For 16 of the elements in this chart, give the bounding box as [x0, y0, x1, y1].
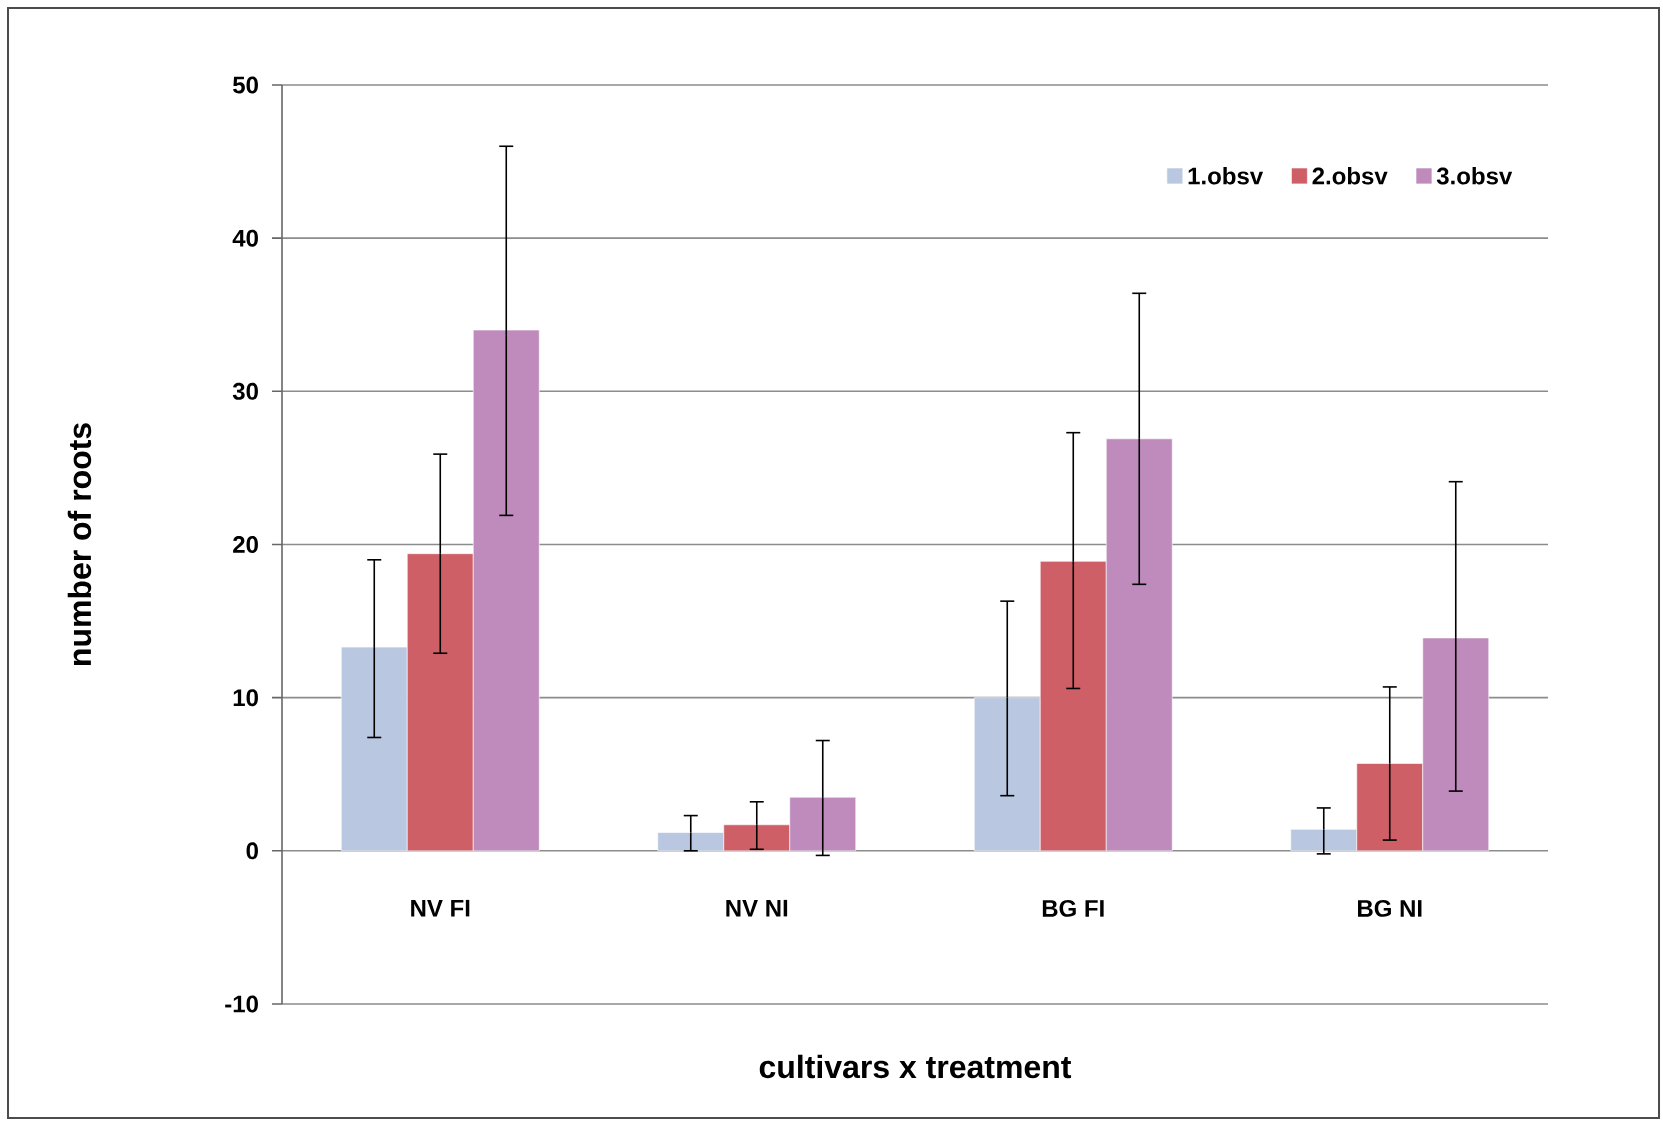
y-tick-label: 30 — [232, 382, 258, 400]
x-tick-label: NV FI — [411, 899, 470, 917]
y-tick-label: 0 — [246, 842, 258, 860]
y-tick-label: 20 — [233, 536, 258, 553]
legend-label: 1.obsv — [1188, 166, 1264, 185]
legend-label: 2.obsv — [1312, 166, 1388, 185]
x-axis-title: cultivars x treatment — [759, 1054, 1072, 1079]
y-tick-label: 10 — [233, 689, 258, 707]
y-tick-label: 50 — [233, 76, 258, 94]
y-axis-title: number of roots — [67, 423, 92, 666]
legend-label: 3.obsv — [1436, 166, 1513, 185]
x-tick-label: NV NI — [726, 899, 788, 917]
x-tick-label: BG NI — [1358, 899, 1422, 917]
y-tick-label: 40 — [232, 229, 258, 247]
x-tick-label: BG FI — [1042, 899, 1104, 917]
y-tick-label: -10 — [225, 995, 258, 1013]
